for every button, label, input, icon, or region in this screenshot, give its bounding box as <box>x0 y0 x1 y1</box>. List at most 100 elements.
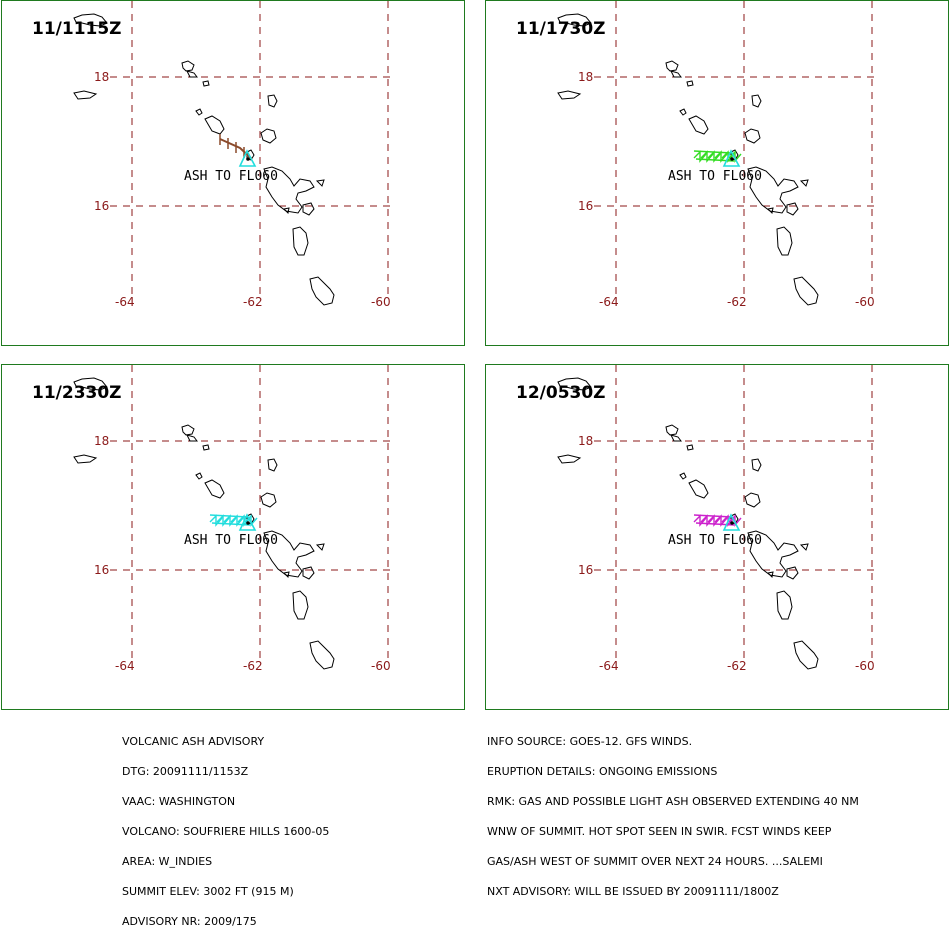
volcano-marker <box>238 149 257 167</box>
island-outline <box>776 226 793 256</box>
ash-plume <box>693 150 742 163</box>
advisory-line: SUMMIT ELEV: 3002 FT (915 M) <box>122 885 294 898</box>
island-outline <box>766 207 774 215</box>
advisory-line: NXT ADVISORY: WILL BE ISSUED BY 20091111… <box>487 885 779 898</box>
ash-plume-hatch <box>693 514 707 527</box>
island-outline <box>686 80 694 87</box>
ash-plume-hatch <box>728 514 742 527</box>
advisory-line: VOLCANO: SOUFRIERE HILLS 1600-05 <box>122 825 330 838</box>
longitude-label: -64 <box>115 295 135 309</box>
ash-level-label: ASH TO FL060 <box>184 533 278 548</box>
island-outline <box>260 492 277 508</box>
map-graphic: 18 16 -64 -62 -60 ASH TO FL060 <box>557 365 878 673</box>
island-outline <box>73 13 108 27</box>
island-outline <box>776 590 793 620</box>
island-outline <box>181 424 195 436</box>
island-outline <box>309 276 335 306</box>
map-graphic: 18 16 -64 -62 -60 ASH TO FL060 <box>73 1 394 309</box>
island-outline <box>747 530 799 578</box>
island-outline <box>181 60 195 72</box>
island-outline <box>557 13 592 27</box>
island-outline <box>292 590 309 620</box>
longitude-label: -62 <box>243 659 263 673</box>
volcano-marker <box>238 513 257 531</box>
island-outline <box>786 202 799 216</box>
ash-plume-hatch <box>230 514 244 527</box>
ash-level-label: ASH TO FL060 <box>668 533 762 548</box>
island-outline <box>204 479 225 499</box>
forecast-panel-1: 18 16 -64 -62 -60 ASH TO FL060 11/1115Z <box>1 0 465 346</box>
island-outline <box>267 458 278 472</box>
advisory-line: RMK: GAS AND POSSIBLE LIGHT ASH OBSERVED… <box>487 795 859 808</box>
island-outline <box>670 434 682 442</box>
ash-plume-hatch <box>728 150 742 163</box>
island-outline <box>688 115 709 135</box>
ash-plume-hatch <box>216 514 230 527</box>
island-outline <box>302 566 315 580</box>
island-outline <box>670 70 682 78</box>
island-outline <box>263 530 315 578</box>
volcano-summit-dot <box>246 157 250 161</box>
island-outline <box>260 128 277 144</box>
advisory-line: ERUPTION DETAILS: ONGOING EMISSIONS <box>487 765 718 778</box>
longitude-label: -64 <box>115 659 135 673</box>
forecast-panel-4: 18 16 -64 -62 -60 ASH TO FL060 12/0530Z <box>485 364 949 710</box>
longitude-label: -60 <box>855 295 875 309</box>
latitude-label: 16 <box>94 563 109 577</box>
volcano-summit-dot <box>246 521 250 525</box>
ash-level-label: ASH TO FL060 <box>668 169 762 184</box>
longitude-label: -62 <box>727 659 747 673</box>
ash-plume-hatch <box>707 150 721 163</box>
island-outline <box>679 108 687 116</box>
ash-plume <box>209 514 258 527</box>
island-outline <box>665 424 679 436</box>
island-outline <box>204 115 225 135</box>
island-outline <box>665 60 679 72</box>
ash-plume-hatch <box>714 514 728 527</box>
longitude-label: -60 <box>371 659 391 673</box>
island-outline <box>557 377 592 391</box>
island-outline <box>688 479 709 499</box>
island-outline <box>282 571 290 579</box>
island-outline <box>195 108 203 116</box>
island-outline <box>793 640 819 670</box>
panel-time-label: 11/2330Z <box>32 383 122 403</box>
longitude-label: -64 <box>599 295 619 309</box>
island-outline <box>557 454 582 464</box>
latitude-label: 18 <box>94 70 109 84</box>
advisory-line: WNW OF SUMMIT. HOT SPOT SEEN IN SWIR. FC… <box>487 825 832 838</box>
forecast-panel-2: 18 16 -64 -62 -60 ASH TO FL060 11/1730Z <box>485 0 949 346</box>
volcano-marker <box>722 513 741 531</box>
island-outline <box>202 444 210 451</box>
island-outline <box>246 149 255 161</box>
island-outline <box>744 492 761 508</box>
advisory-header-block: VOLCANIC ASH ADVISORY DTG: 20091111/1153… <box>122 717 329 937</box>
ash-plume-hatch <box>714 150 728 163</box>
volcano-marker <box>722 149 741 167</box>
panel-time-label: 11/1115Z <box>32 19 122 39</box>
ash-plume-hatch <box>244 514 258 527</box>
latitude-label: 16 <box>578 199 593 213</box>
latitude-label: 16 <box>94 199 109 213</box>
island-outline <box>282 207 290 215</box>
ash-level-label: ASH TO FL060 <box>184 169 278 184</box>
island-outline <box>73 377 108 391</box>
island-outline <box>202 80 210 87</box>
advisory-line: VAAC: WASHINGTON <box>122 795 236 808</box>
island-outline <box>557 90 582 100</box>
island-outline <box>186 70 198 78</box>
map-graphic: 18 16 -64 -62 -60 ASH TO FL060 <box>557 1 878 309</box>
island-outline <box>766 571 774 579</box>
map-graphic: 18 16 -64 -62 -60 ASH TO FL060 <box>73 365 394 673</box>
advisory-line: INFO SOURCE: GOES-12. GFS WINDS. <box>487 735 693 748</box>
island-outline <box>686 444 694 451</box>
island-outline <box>747 166 799 214</box>
island-outline <box>793 276 819 306</box>
longitude-label: -64 <box>599 659 619 673</box>
latitude-label: 16 <box>578 563 593 577</box>
advisory-line: DTG: 20091111/1153Z <box>122 765 249 778</box>
forecast-panel-3: 18 16 -64 -62 -60 ASH TO FL060 11/2330Z <box>1 364 465 710</box>
advisory-line: VOLCANIC ASH ADVISORY <box>122 735 265 748</box>
longitude-label: -60 <box>371 295 391 309</box>
latitude-label: 18 <box>94 434 109 448</box>
